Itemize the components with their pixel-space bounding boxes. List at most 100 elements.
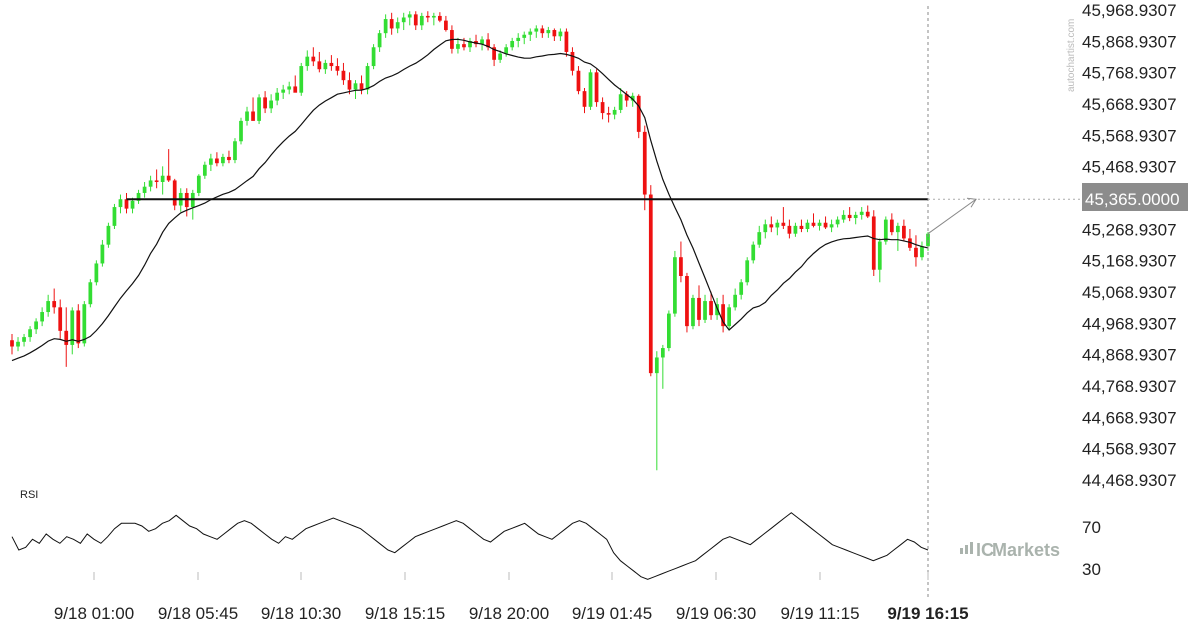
candle-body — [106, 225, 111, 245]
x-tick-label: 9/18 05:45 — [158, 604, 238, 623]
candle — [480, 36, 484, 51]
candle-body — [853, 214, 858, 219]
candle — [865, 205, 870, 219]
candle-body — [522, 34, 527, 38]
x-tick-label: 9/18 01:00 — [54, 604, 134, 623]
candle-body — [787, 225, 792, 234]
candle-body — [829, 224, 834, 228]
candle-body — [703, 301, 707, 320]
candle-body — [896, 225, 900, 233]
candle — [34, 318, 38, 334]
candle — [88, 279, 93, 308]
candle — [142, 181, 147, 198]
level-price-tag-text: 45,365.0000 — [1085, 190, 1180, 209]
x-tick-label: 9/18 10:30 — [261, 604, 341, 623]
candle — [413, 11, 418, 31]
candle-body — [636, 95, 641, 132]
candle-body — [612, 109, 617, 115]
candle-body — [124, 199, 129, 209]
candle-body — [588, 72, 593, 107]
candle-body — [46, 301, 51, 313]
y-tick-label: 44,868.9307 — [1082, 346, 1177, 365]
candle — [28, 326, 32, 342]
candle — [914, 235, 918, 267]
candle — [823, 216, 828, 229]
candle-body — [76, 310, 81, 344]
candle — [16, 337, 20, 352]
rsi-tick-30: 30 — [1082, 560, 1101, 579]
candle — [679, 241, 683, 283]
autochartist-watermark: autochartist.com — [1066, 19, 1077, 92]
candle-body — [22, 337, 26, 342]
candle — [817, 219, 822, 231]
candle-body — [926, 233, 930, 247]
candle-body — [660, 348, 665, 358]
y-tick-label: 45,768.9307 — [1082, 64, 1177, 83]
candle-body — [546, 30, 551, 34]
candle — [721, 294, 725, 333]
candle-body — [902, 225, 906, 239]
candle-body — [733, 294, 738, 308]
candle — [691, 294, 695, 330]
candle — [371, 44, 376, 70]
candle — [281, 84, 286, 99]
candle — [847, 207, 852, 222]
candle — [184, 188, 189, 217]
candle — [745, 257, 750, 286]
candle-body — [715, 304, 719, 316]
candle — [883, 216, 888, 245]
candle — [275, 87, 280, 106]
candle — [166, 149, 171, 182]
y-tick-label: 45,868.9307 — [1082, 32, 1177, 51]
candle — [871, 210, 876, 276]
candle — [209, 153, 213, 172]
candle-body — [275, 92, 280, 101]
candle-body — [341, 70, 346, 81]
y-tick-label: 45,468.9307 — [1082, 158, 1177, 177]
candle-body — [28, 329, 32, 338]
candle — [769, 216, 774, 233]
candle-body — [552, 30, 557, 37]
candle-body — [317, 61, 322, 70]
candle-body — [34, 321, 38, 330]
candle-body — [727, 307, 731, 327]
candle-body — [618, 94, 623, 110]
candle-body — [299, 66, 304, 93]
candle — [648, 185, 653, 377]
candle — [673, 250, 677, 317]
candle-body — [425, 15, 430, 18]
candle — [835, 216, 840, 228]
level-price-tag — [1082, 183, 1188, 211]
logo-bar-icon — [970, 542, 973, 554]
candle — [160, 166, 165, 195]
candle — [444, 15, 448, 32]
candle-body — [534, 28, 539, 32]
candle-body — [654, 357, 659, 374]
candle-body — [347, 80, 352, 90]
candle-body — [673, 257, 677, 314]
candle — [775, 219, 780, 236]
candle — [299, 62, 304, 96]
candle — [227, 150, 231, 164]
candle-body — [558, 31, 563, 37]
candle-body — [835, 219, 840, 225]
candle-body — [468, 40, 472, 48]
candle — [239, 117, 243, 145]
candle — [920, 241, 924, 261]
candle-body — [847, 214, 852, 219]
candle-body — [305, 56, 310, 67]
candle — [341, 62, 346, 85]
candle-body — [865, 211, 870, 217]
x-tick-label: 9/19 01:45 — [572, 604, 652, 623]
candle-body — [160, 175, 165, 182]
candle — [317, 51, 322, 73]
candle — [347, 72, 352, 95]
y-tick-label: 44,568.9307 — [1082, 440, 1177, 459]
candle — [407, 11, 412, 26]
logo-text: Markets — [992, 540, 1060, 560]
candle-body — [480, 39, 484, 45]
candle — [353, 80, 358, 99]
candle — [558, 28, 563, 41]
candle-body — [100, 244, 105, 264]
candle — [94, 260, 99, 286]
